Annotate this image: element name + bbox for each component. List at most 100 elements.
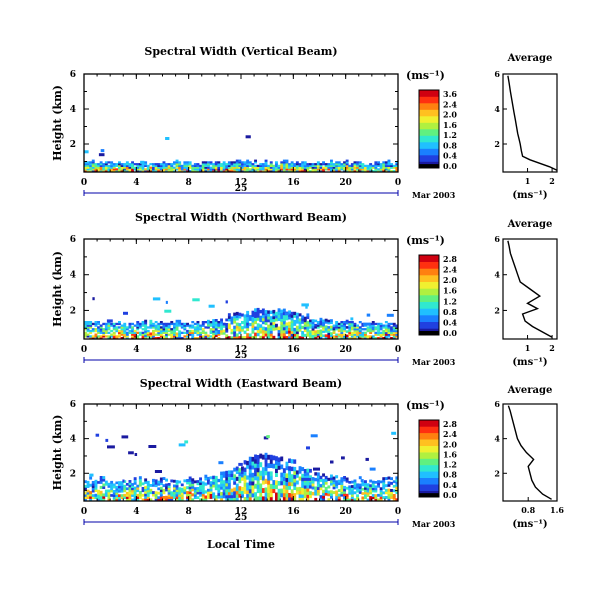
heatmap-cell <box>364 170 367 173</box>
heatmap-cell <box>165 170 168 173</box>
heatmap-cell <box>173 493 176 497</box>
heatmap-cell <box>238 475 242 480</box>
heatmap-cell <box>144 336 148 340</box>
heatmap-cell <box>301 477 305 482</box>
heatmap-cell <box>395 328 399 331</box>
heatmap-cell <box>256 317 260 321</box>
heatmap-cell <box>209 495 213 499</box>
heatmap-cell <box>275 311 278 316</box>
heatmap-cell <box>392 489 396 493</box>
heatmap-cell <box>89 335 93 338</box>
heatmap-cell <box>104 168 108 171</box>
colorbar-tick-label: 0.4 <box>443 151 457 161</box>
heatmap-cell <box>94 164 98 167</box>
heatmap-cell <box>217 492 221 496</box>
heatmap-cell <box>377 498 380 502</box>
y-tick-label: 2 <box>70 140 76 150</box>
heatmap-cell <box>371 324 375 327</box>
heatmap-cell <box>309 166 312 169</box>
heatmap-cell <box>235 469 239 474</box>
heatmap-cell <box>128 324 132 327</box>
heatmap-cell <box>112 492 116 495</box>
heatmap-cell <box>204 164 208 167</box>
heatmap-cell <box>246 168 250 171</box>
heatmap-cell <box>293 478 297 483</box>
heatmap-cell <box>369 489 373 492</box>
heatmap-cell <box>133 324 137 327</box>
heatmap-cell <box>191 335 195 338</box>
heatmap-cell <box>243 474 247 480</box>
heatmap-cell <box>330 336 333 340</box>
profile-y-tick-label: 4 <box>494 104 500 114</box>
heatmap-cell <box>309 336 312 340</box>
heatmap-cell <box>374 322 378 326</box>
heatmap-cell <box>238 312 242 316</box>
heatmap-cell <box>259 475 263 480</box>
heatmap-cell <box>217 161 221 164</box>
heatmap-cell <box>290 322 294 326</box>
heatmap-cell <box>364 331 367 334</box>
heatmap-cell <box>157 487 161 491</box>
heatmap-cell <box>120 166 124 169</box>
heatmap-cell <box>306 170 310 173</box>
heatmap-cell <box>199 477 202 481</box>
heatmap-cell <box>204 474 208 478</box>
heatmap-cell <box>364 168 367 171</box>
heatmap-cell <box>162 337 166 340</box>
heatmap-cell <box>173 484 176 488</box>
heatmap-cell <box>209 329 213 333</box>
heatmap-cell <box>144 168 148 171</box>
heatmap-cell <box>235 161 239 164</box>
heatmap-cell <box>188 326 192 329</box>
heatmap-cell <box>374 487 378 491</box>
heatmap-cell <box>136 322 140 326</box>
heatmap-cell <box>340 322 344 326</box>
heatmap-cell <box>371 335 375 338</box>
heatmap-cell <box>89 161 93 164</box>
heatmap-cell <box>193 163 197 166</box>
heatmap-cell <box>191 168 195 171</box>
heatmap-cell <box>301 163 305 166</box>
heatmap-cell <box>314 330 318 333</box>
heatmap-cell <box>377 326 380 329</box>
heatmap-cell <box>343 337 346 340</box>
heatmap-cell <box>243 325 247 329</box>
heatmap-cell <box>152 166 155 169</box>
heatmap-cell <box>217 168 221 171</box>
heatmap-cell <box>384 321 388 324</box>
heatmap-cell <box>256 307 260 312</box>
heatmap-cell <box>327 498 331 502</box>
heatmap-cell <box>157 480 161 484</box>
heatmap-cell <box>248 480 252 486</box>
heatmap-cell <box>384 326 388 329</box>
heatmap-cell <box>154 168 158 171</box>
heatmap-cell <box>267 471 271 477</box>
heatmap-cell <box>159 496 163 499</box>
heatmap-cell <box>290 168 294 171</box>
heatmap-cell <box>84 168 87 171</box>
heatmap-cell <box>214 166 218 169</box>
heatmap-cell <box>324 163 328 166</box>
heatmap-cell <box>348 324 352 327</box>
heatmap-cell <box>345 164 349 167</box>
heatmap-cell <box>301 170 305 173</box>
heatmap-cell <box>138 164 142 167</box>
colorbar-tick-label: 2.8 <box>443 419 457 429</box>
heatmap-cell <box>115 337 119 340</box>
heatmap-cell <box>144 495 148 499</box>
heatmap-cell <box>241 164 244 167</box>
heatmap-cell <box>288 330 291 334</box>
heatmap-cell <box>220 483 223 487</box>
colorbar-swatch <box>419 261 439 269</box>
heatmap-cell <box>180 490 184 493</box>
colorbar-swatch <box>419 288 439 296</box>
heatmap-cell <box>311 491 315 496</box>
heatmap-cell <box>395 326 399 329</box>
heatmap-cell <box>319 334 323 337</box>
y-tick-label: 4 <box>70 271 76 281</box>
heatmap-cell <box>128 326 132 329</box>
heatmap-cell <box>246 489 250 495</box>
heatmap-cell <box>358 170 362 173</box>
heatmap-cell <box>369 166 373 169</box>
heatmap-cell <box>227 315 231 319</box>
